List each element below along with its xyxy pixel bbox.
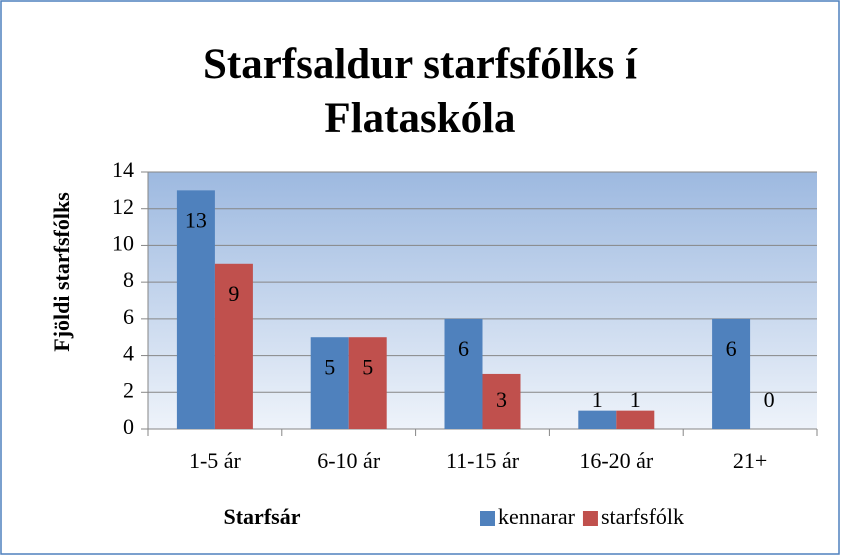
data-label: 5 — [362, 354, 373, 379]
bar — [176, 190, 215, 429]
data-label: 9 — [228, 281, 239, 306]
y-tick-label: 6 — [123, 304, 134, 329]
bar — [616, 410, 655, 429]
y-tick-label: 12 — [112, 194, 134, 219]
y-axis-title: Fjöldi starfsfólks — [49, 192, 74, 352]
y-tick-label: 8 — [123, 267, 134, 292]
legend-label: kennarar — [498, 504, 576, 529]
x-axis-title: Starfsár — [224, 504, 301, 529]
data-label: 5 — [324, 354, 335, 379]
x-tick-label: 21+ — [733, 448, 767, 473]
y-tick-label: 0 — [123, 414, 134, 439]
bar — [482, 373, 521, 429]
legend-swatch — [480, 511, 495, 526]
data-label: 3 — [496, 387, 507, 412]
x-tick-label: 11-15 ár — [446, 448, 520, 473]
x-tick-label: 6-10 ár — [317, 448, 381, 473]
data-label: 13 — [185, 207, 207, 232]
bar — [712, 318, 751, 429]
bar — [348, 337, 387, 429]
x-tick-label: 1-5 ár — [189, 448, 242, 473]
legend-label: starfsfólk — [601, 504, 684, 529]
data-label: 1 — [592, 387, 603, 412]
x-tick-label: 16-20 ár — [579, 448, 654, 473]
y-tick-label: 2 — [123, 377, 134, 402]
data-label: 1 — [630, 387, 641, 412]
data-label: 6 — [458, 336, 469, 361]
chart-title: Starfsaldur starfsfólks í Flataskóla — [202, 41, 637, 142]
data-label: 6 — [726, 336, 737, 361]
y-tick-label: 14 — [112, 157, 134, 182]
bar — [444, 318, 483, 429]
bar — [310, 337, 349, 429]
legend-swatch — [582, 511, 598, 526]
data-label: 0 — [764, 387, 775, 412]
y-tick-label: 10 — [112, 230, 134, 255]
bar — [578, 410, 617, 429]
bar — [214, 263, 253, 429]
y-tick-label: 4 — [123, 341, 134, 366]
